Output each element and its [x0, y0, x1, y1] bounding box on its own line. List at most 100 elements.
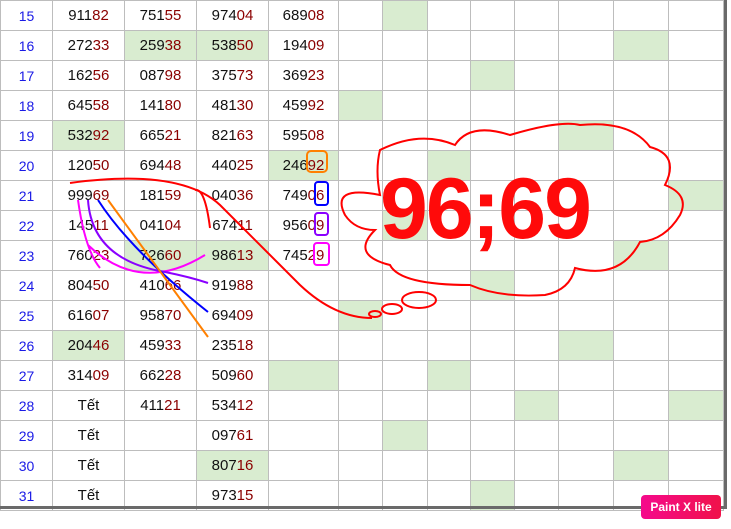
- grid-cell: [613, 420, 669, 451]
- grid-cell: [613, 360, 669, 391]
- result-cell: Tết: [52, 450, 125, 481]
- result-tail: 55: [164, 7, 182, 24]
- result-head: 616: [67, 307, 93, 324]
- result-cell: 68908: [268, 0, 339, 31]
- result-cell: 59508: [268, 120, 339, 151]
- grid-cell: [613, 60, 669, 91]
- result-head: 181: [139, 187, 165, 204]
- grid-cell: [558, 120, 614, 151]
- grid-cell: [427, 330, 471, 361]
- result-head: 973: [211, 487, 237, 504]
- result-tail: 09: [236, 307, 254, 324]
- grid-cell: [668, 150, 724, 181]
- grid-cell: [558, 30, 614, 61]
- grid-cell: [668, 360, 724, 391]
- grid-cell: [427, 90, 471, 121]
- table-row: 24 80450 41066 91988: [0, 270, 724, 301]
- grid-cell: [470, 90, 515, 121]
- grid-cell: [514, 330, 559, 361]
- result-head: 689: [282, 7, 308, 24]
- prediction-text: 96;69: [380, 161, 592, 257]
- result-head: 751: [139, 7, 165, 24]
- grid-cell: [514, 90, 559, 121]
- table-row: 26 20446 45933 23518: [0, 330, 724, 361]
- paint-x-lite-badge[interactable]: Paint X lite: [641, 495, 721, 519]
- grid-cell: [668, 210, 724, 241]
- grid-cell: [613, 120, 669, 151]
- grid-cell: [668, 0, 724, 31]
- grid-cell: [382, 270, 428, 301]
- grid-cell: [338, 360, 383, 391]
- grid-cell: [514, 420, 559, 451]
- grid-cell: [514, 0, 559, 31]
- result-tail: 08: [307, 127, 325, 144]
- result-head: 087: [139, 67, 165, 84]
- result-head: 694: [211, 307, 237, 324]
- result-cell: 99969: [52, 180, 125, 211]
- grid-cell: [382, 330, 428, 361]
- table-row: 30 Tết 80716: [0, 450, 724, 481]
- grid-cell: [382, 420, 428, 451]
- result-head: 162: [67, 67, 93, 84]
- grid-cell: [427, 60, 471, 91]
- day-cell: 15: [0, 0, 53, 31]
- result-head: 645: [67, 97, 93, 114]
- grid-cell: [668, 330, 724, 361]
- result-tail: 13: [236, 247, 254, 264]
- result-cell: 41066: [124, 270, 197, 301]
- result-tail: 33: [164, 337, 182, 354]
- result-cell: 82163: [196, 120, 269, 151]
- table-row: 18 64558 14180 48130 45992: [0, 90, 724, 121]
- result-cell: 09761: [196, 420, 269, 451]
- result-cell: 45933: [124, 330, 197, 361]
- result-cell: 75155: [124, 0, 197, 31]
- grid-cell: [514, 30, 559, 61]
- result-cell: 91988: [196, 270, 269, 301]
- table-row: 15 91182 75155 97404 68908: [0, 0, 724, 31]
- result-cell: 72660: [124, 240, 197, 271]
- grid-cell: [558, 270, 614, 301]
- table-row: 22 14511 04104 67411 95609: [0, 210, 724, 241]
- grid-cell: [427, 450, 471, 481]
- grid-cell: [613, 90, 669, 121]
- result-tail: 59: [164, 187, 182, 204]
- table-row: 21 99969 18159 04036 74906: [0, 180, 724, 211]
- grid-cell: [514, 300, 559, 331]
- result-tail: 09: [92, 367, 110, 384]
- grid-cell: [613, 270, 669, 301]
- grid-cell: [427, 270, 471, 301]
- grid-cell: [514, 60, 559, 91]
- result-cell: 80450: [52, 270, 125, 301]
- result-head: 440: [211, 157, 237, 174]
- result-cell: 23518: [196, 330, 269, 361]
- result-head: 375: [211, 67, 237, 84]
- grid-cell: [613, 150, 669, 181]
- result-cell: 95609: [268, 210, 339, 241]
- result-cell: 04104: [124, 210, 197, 241]
- day-cell: 16: [0, 30, 53, 61]
- result-tail: 50: [92, 277, 110, 294]
- grid-cell: [470, 300, 515, 331]
- grid-cell: [558, 0, 614, 31]
- result-tail: 06: [307, 187, 325, 204]
- results-table: 15 91182 75155 97404 68908 16 27233 25938 53850 1…: [0, 0, 724, 511]
- grid-cell: [668, 90, 724, 121]
- day-cell: 29: [0, 420, 53, 451]
- result-tail: 21: [164, 127, 182, 144]
- result-tail: 66: [164, 277, 182, 294]
- grid-cell: [470, 120, 515, 151]
- grid-cell: [613, 240, 669, 271]
- grid-cell: [382, 120, 428, 151]
- result-head: 259: [139, 37, 165, 54]
- result-head: 674: [212, 217, 238, 234]
- grid-cell: [338, 420, 383, 451]
- table-row: 20 12050 69448 44025 24692: [0, 150, 724, 181]
- result-cell: 76023: [52, 240, 125, 271]
- grid-cell: [338, 90, 383, 121]
- result-tail: 23: [92, 247, 110, 264]
- result-head: 369: [282, 67, 308, 84]
- result-tail: 63: [236, 127, 254, 144]
- result-tail: 11: [93, 217, 109, 234]
- result-cell: [268, 420, 339, 451]
- result-cell: Tết: [52, 390, 125, 421]
